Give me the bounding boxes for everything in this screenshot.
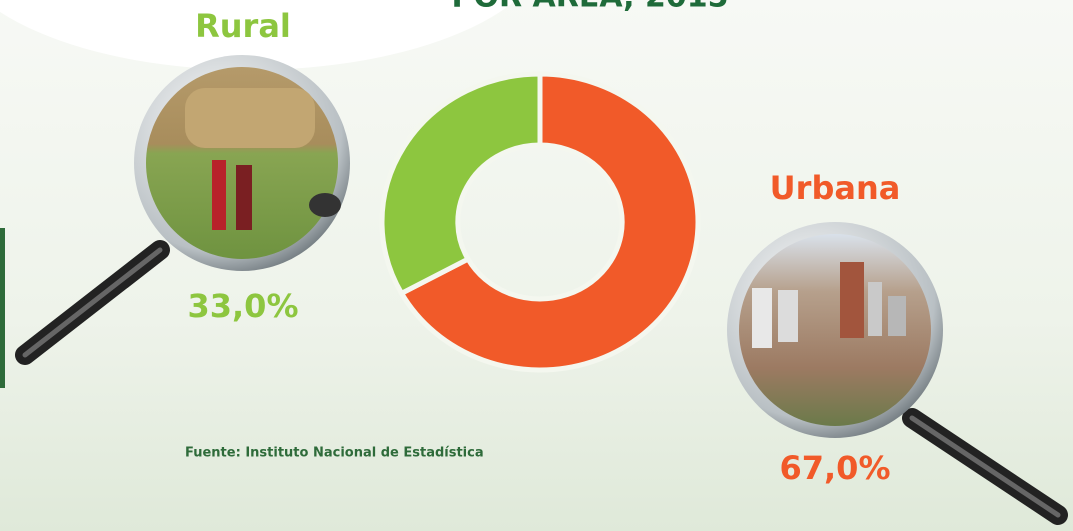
value-label: 67,0% [779, 449, 890, 487]
chart-title: POR ÁREA, 2015 [452, 0, 729, 15]
category-label: Urbana [770, 169, 901, 207]
edge-bar [0, 228, 5, 388]
category-label: Rural [195, 7, 291, 45]
donut-segment [379, 71, 543, 297]
magnifier-rural [15, 55, 350, 365]
magnifier-urban [727, 222, 1068, 525]
source-note: Fuente: Instituto Nacional de Estadístic… [185, 446, 484, 461]
value-label: 33,0% [187, 287, 298, 325]
donut-segment [398, 71, 701, 373]
highlight [0, 0, 517, 70]
donut [379, 71, 701, 373]
